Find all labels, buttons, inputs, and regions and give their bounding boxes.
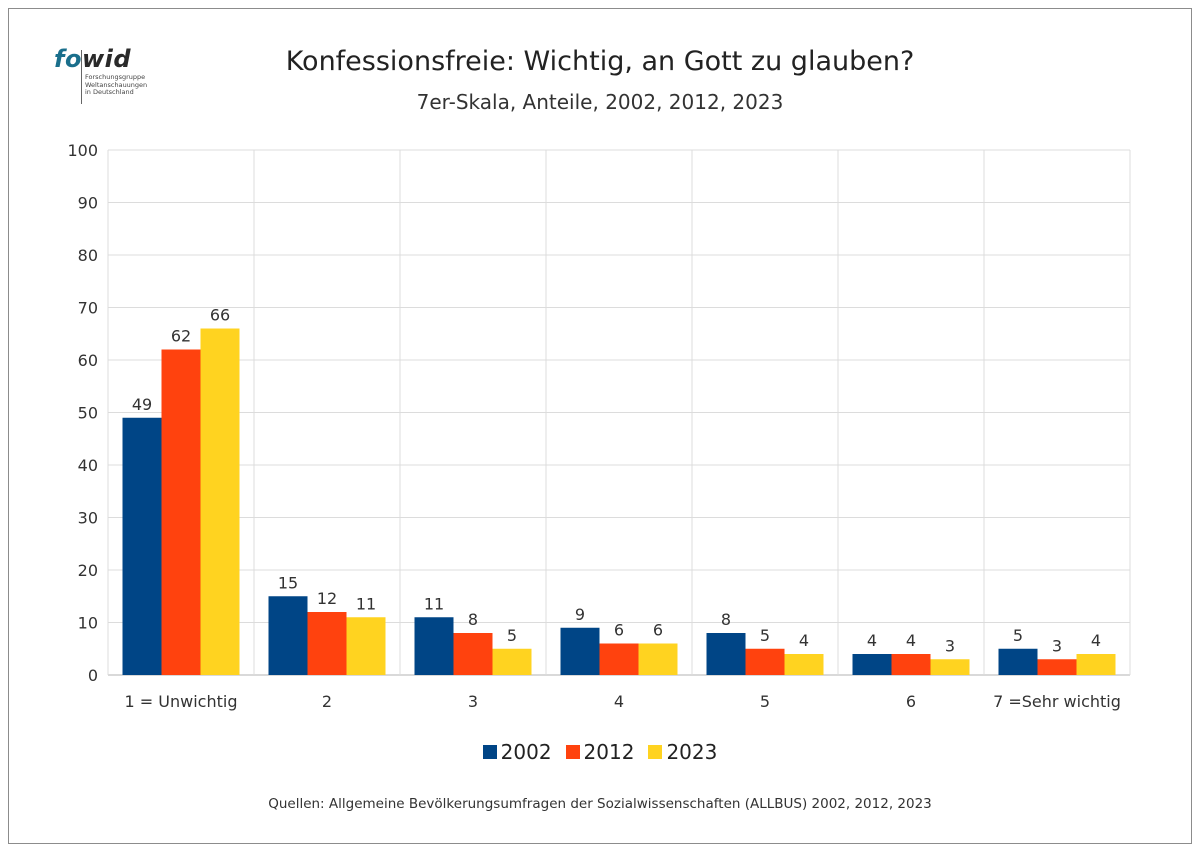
data-label-2002: 5: [1013, 626, 1023, 645]
data-label-2002: 4: [867, 631, 877, 650]
bar-2012: [745, 648, 785, 675]
bar-2012: [307, 612, 347, 675]
data-label-2012: 6: [614, 621, 624, 640]
bar-2002: [706, 633, 746, 675]
data-label-2012: 3: [1052, 636, 1062, 655]
y-tick-label: 0: [88, 666, 98, 685]
bar-2012: [599, 643, 639, 675]
data-label-2002: 15: [278, 573, 298, 592]
x-tick-label: 6: [906, 692, 916, 711]
legend-label-2002: 2002: [500, 740, 552, 764]
bar-2023: [1076, 654, 1116, 675]
bar-2002: [998, 648, 1038, 675]
data-label-2002: 49: [132, 395, 152, 414]
x-tick-label: 4: [614, 692, 624, 711]
logo-subtitle: Forschungsgruppe Weltanschauungen in Deu…: [85, 73, 148, 96]
x-tick-label: 7 =Sehr wichtig: [993, 692, 1121, 711]
y-tick-label: 100: [67, 141, 98, 160]
data-label-2012: 4: [906, 631, 916, 650]
data-label-2012: 62: [171, 327, 191, 346]
data-label-2012: 8: [468, 610, 478, 629]
bar-2023: [346, 617, 386, 675]
data-label-2023: 11: [356, 594, 376, 613]
bar-2023: [492, 648, 532, 675]
y-tick-label: 40: [78, 456, 98, 475]
chart-title: Konfessionsfreie: Wichtig, an Gott zu gl…: [285, 46, 915, 77]
data-label-2012: 5: [760, 626, 770, 645]
x-tick-label: 2: [322, 692, 332, 711]
logo-wid: wid: [81, 45, 132, 73]
legend-swatch-2012: [565, 745, 580, 759]
bar-2012: [453, 633, 493, 675]
fowid-logo: fowid Forschungsgruppe Weltanschauungen …: [54, 46, 164, 106]
data-label-2002: 8: [721, 610, 731, 629]
data-label-2023: 3: [945, 636, 955, 655]
y-tick-label: 50: [78, 404, 98, 423]
chart-frame: [8, 8, 1192, 844]
legend-label-2012: 2012: [583, 740, 635, 764]
source-note: Quellen: Allgemeine Bevölkerungsumfragen…: [268, 796, 932, 812]
data-label-2023: 4: [799, 631, 809, 650]
bar-2023: [200, 328, 240, 675]
bar-2012: [161, 349, 201, 675]
data-label-2023: 5: [507, 626, 517, 645]
y-tick-label: 90: [78, 194, 98, 213]
legend-item-2023: 2023: [648, 740, 717, 764]
bar-2023: [784, 654, 824, 675]
bar-2002: [560, 627, 600, 675]
y-tick-label: 10: [78, 614, 98, 633]
bar-2002: [122, 417, 162, 675]
data-label-2002: 11: [424, 594, 444, 613]
bar-2012: [1037, 659, 1077, 675]
y-tick-label: 80: [78, 246, 98, 265]
bar-2002: [414, 617, 454, 675]
data-label-2023: 6: [653, 621, 663, 640]
logo-divider: [81, 50, 82, 104]
data-label-2023: 66: [210, 306, 230, 325]
bar-2012: [891, 654, 931, 675]
bar-2023: [930, 659, 970, 675]
bar-2002: [852, 654, 892, 675]
x-tick-label: 3: [468, 692, 478, 711]
legend-label-2023: 2023: [666, 740, 718, 764]
data-label-2002: 9: [575, 605, 585, 624]
chart-subtitle: 7er-Skala, Anteile, 2002, 2012, 2023: [416, 90, 784, 114]
y-tick-label: 60: [78, 351, 98, 370]
legend: 2002 2012 2023: [0, 740, 1200, 764]
y-tick-label: 30: [78, 509, 98, 528]
legend-item-2012: 2012: [565, 740, 635, 764]
data-label-2023: 4: [1091, 631, 1101, 650]
logo-wordmark: fowid: [54, 46, 131, 72]
legend-swatch-2002: [482, 745, 497, 759]
y-tick-label: 20: [78, 561, 98, 580]
logo-fo: fo: [54, 45, 82, 73]
legend-item-2002: 2002: [482, 740, 552, 764]
legend-swatch-2023: [648, 745, 663, 759]
bar-2002: [268, 596, 308, 675]
x-tick-label: 1 = Unwichtig: [125, 692, 238, 711]
bar-2023: [638, 643, 678, 675]
y-tick-label: 70: [78, 299, 98, 318]
x-tick-label: 5: [760, 692, 770, 711]
data-label-2012: 12: [317, 589, 337, 608]
